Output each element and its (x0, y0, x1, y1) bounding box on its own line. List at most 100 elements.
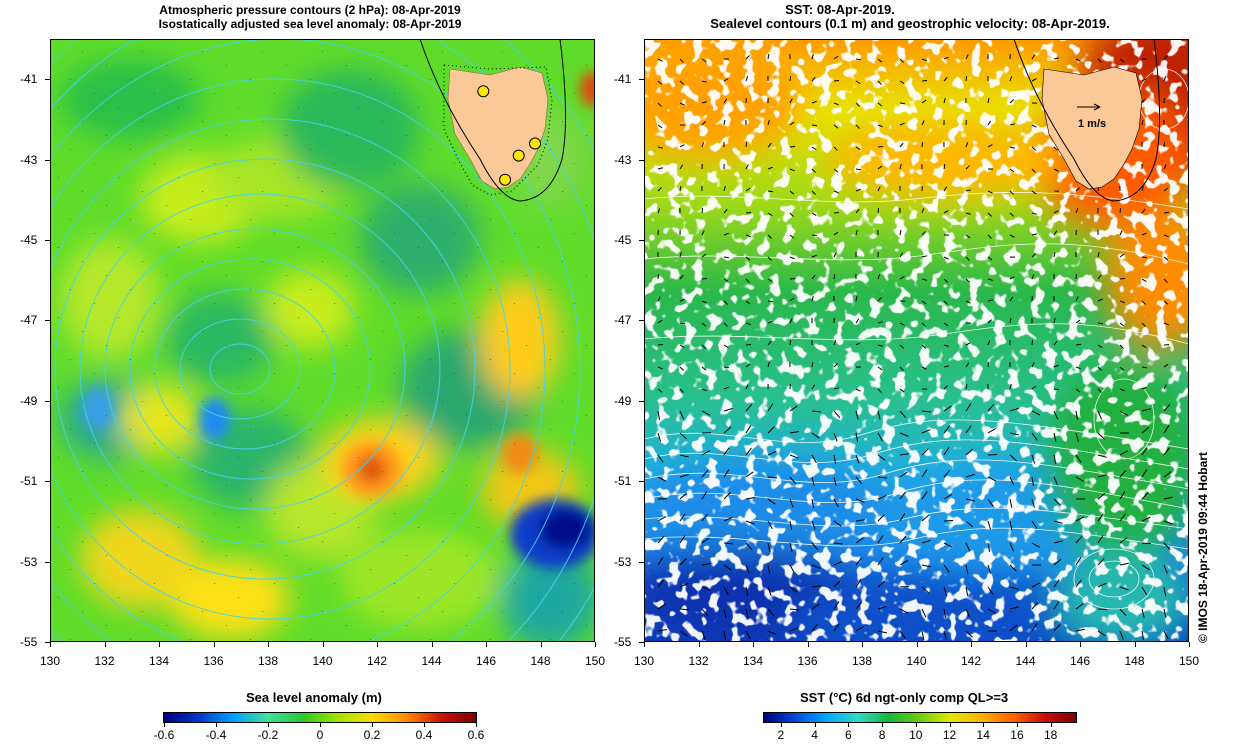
data-dot (526, 205, 527, 206)
data-dot (562, 121, 563, 122)
velocity-arrow (767, 476, 778, 479)
colorbar-tick-mark (424, 723, 425, 727)
velocity-arrow (921, 366, 927, 370)
data-dot (94, 163, 95, 164)
data-dot (466, 415, 467, 416)
right-lon-tick-label: 132 (688, 654, 709, 668)
velocity-arrow (877, 145, 884, 148)
velocity-arrow (943, 447, 950, 456)
data-dot (550, 359, 551, 360)
data-dot (58, 317, 59, 318)
velocity-arrow (1075, 432, 1079, 442)
velocity-arrow (965, 586, 969, 596)
data-dot (274, 303, 275, 304)
velocity-arrow (701, 58, 707, 63)
velocity-arrow (679, 513, 686, 522)
velocity-arrow (679, 252, 682, 258)
velocity-arrow (723, 186, 726, 192)
data-dot (166, 345, 167, 346)
data-dot (298, 457, 299, 458)
velocity-arrow (1031, 233, 1037, 236)
data-dot (538, 387, 539, 388)
data-dot (58, 387, 59, 388)
velocity-arrow (1119, 322, 1125, 327)
velocity-arrow (899, 388, 905, 393)
data-dot (418, 247, 419, 248)
right-lon-tick-mark (1189, 642, 1190, 647)
velocity-arrow (921, 231, 926, 236)
velocity-arrow (921, 410, 931, 413)
continental-shelf-line (419, 39, 567, 202)
data-dot (478, 247, 479, 248)
data-dot (430, 219, 431, 220)
velocity-arrow (943, 564, 950, 573)
data-dot (454, 513, 455, 514)
velocity-arrow (877, 321, 883, 324)
velocity-arrow (767, 403, 774, 412)
velocity-arrow (899, 322, 905, 326)
velocity-arrow (921, 79, 928, 82)
data-dot (586, 555, 587, 556)
data-dot (130, 79, 131, 80)
velocity-arrow (723, 366, 730, 369)
velocity-arrow (1141, 516, 1151, 522)
data-dot (94, 373, 95, 374)
velocity-arrow (657, 516, 667, 522)
velocity-arrow (745, 542, 753, 551)
data-dot (322, 541, 323, 542)
data-dot (94, 443, 95, 444)
data-dot (262, 611, 263, 612)
data-dot (466, 625, 467, 626)
data-dot (538, 527, 539, 528)
velocity-arrow (1053, 520, 1063, 524)
data-dot (298, 107, 299, 108)
data-dot (334, 233, 335, 234)
velocity-arrow (723, 208, 728, 214)
colorbar-tick-mark (915, 723, 917, 727)
data-dot (142, 541, 143, 542)
data-dot (562, 471, 563, 472)
data-dot (466, 485, 467, 486)
colorbar-tick-mark (882, 723, 884, 727)
velocity-arrow (943, 365, 949, 368)
data-dot (394, 513, 395, 514)
tide-gauge-marker (512, 149, 525, 162)
velocity-arrow (1097, 344, 1103, 348)
data-dot (154, 233, 155, 234)
velocity-arrow (1141, 186, 1144, 192)
data-dot (298, 387, 299, 388)
velocity-arrow (789, 431, 799, 434)
colorbar-tick-mark (983, 723, 985, 727)
velocity-arrow (1053, 318, 1056, 324)
data-dot (70, 639, 71, 640)
data-dot (442, 401, 443, 402)
velocity-arrow (943, 186, 948, 192)
right-lon-tick-label: 148 (1124, 654, 1145, 668)
left-lat-tick-mark (45, 561, 50, 563)
data-dot (406, 205, 407, 206)
colorbar-tick-label: 0.2 (363, 728, 381, 742)
right-lon-tick-mark (1134, 642, 1136, 647)
velocity-arrow (899, 410, 907, 419)
data-dot (346, 205, 347, 206)
velocity-arrow (1141, 630, 1145, 640)
velocity-arrow (789, 318, 793, 324)
data-dot (322, 261, 323, 262)
velocity-arrow (855, 342, 861, 346)
data-dot (238, 317, 239, 318)
velocity-arrow (1053, 230, 1058, 236)
velocity-arrow (877, 165, 883, 170)
velocity-arrow (1031, 432, 1038, 441)
velocity-arrow (877, 557, 884, 566)
data-dot (382, 191, 383, 192)
data-dot (370, 569, 371, 570)
data-dot (478, 527, 479, 528)
data-dot (142, 471, 143, 472)
data-dot (562, 401, 563, 402)
velocity-arrow (745, 447, 752, 456)
velocity-arrow (789, 627, 799, 632)
velocity-arrow (701, 230, 705, 236)
velocity-arrow (943, 344, 949, 347)
velocity-arrow (965, 300, 971, 304)
data-dot (226, 275, 227, 276)
